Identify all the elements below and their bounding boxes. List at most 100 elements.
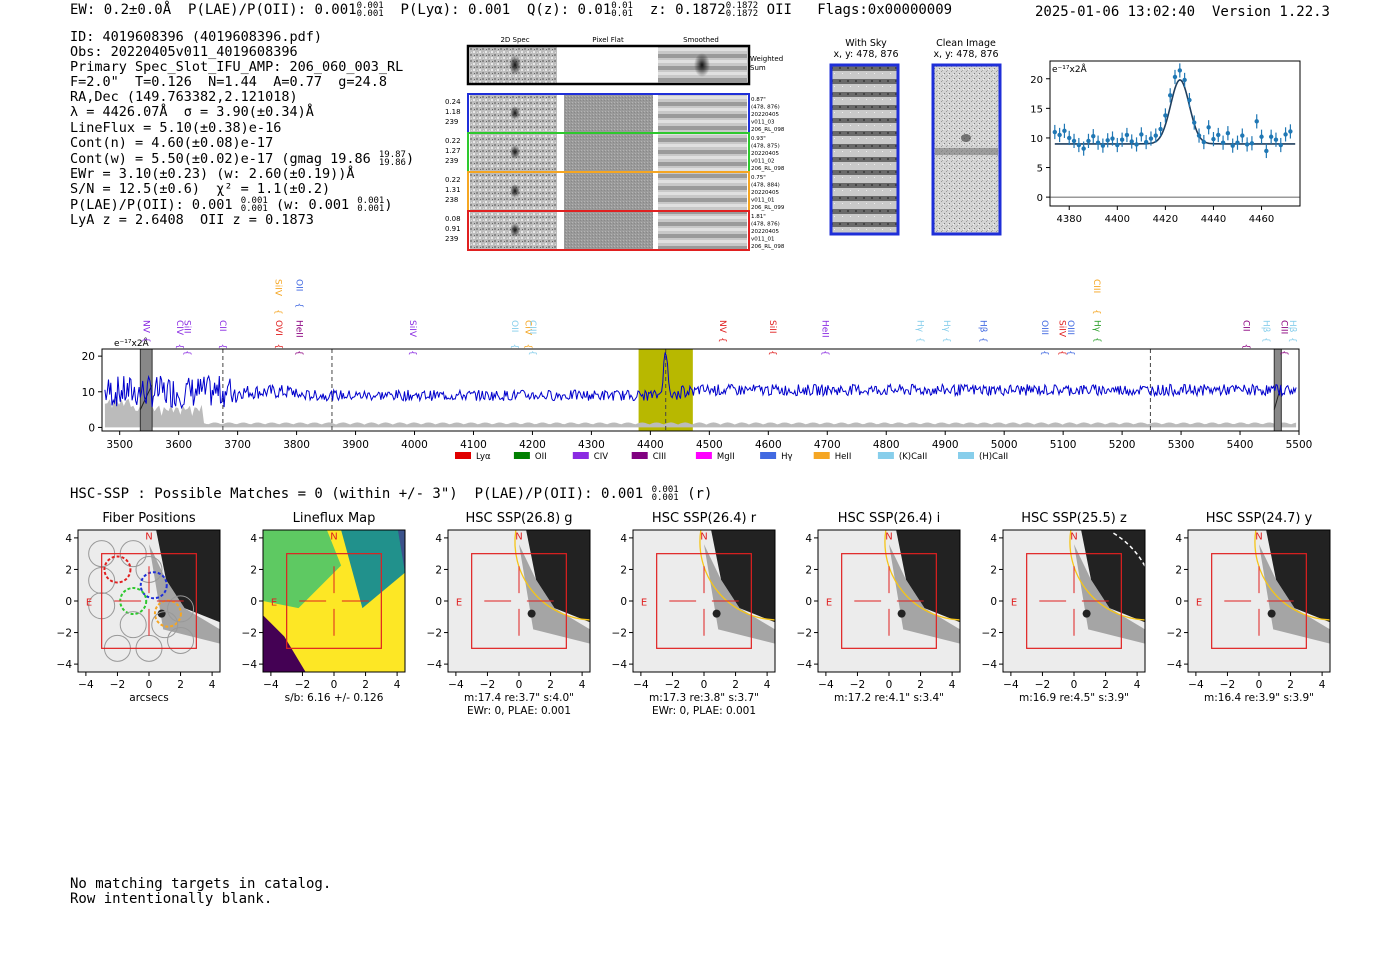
fit-data-point: [1240, 133, 1245, 138]
fit-data-point: [1148, 136, 1154, 141]
panel-xtick-label: 4: [764, 679, 771, 691]
panel-ytick-label: −2: [1167, 628, 1182, 640]
header-timestamp: 2025-01-06 13:02:40: [1034, 4, 1196, 20]
panel-ytick-label: 0: [1175, 596, 1182, 608]
legend-label: HeII: [835, 452, 852, 462]
cutout-right-label: v011_03: [751, 120, 775, 126]
panel-caption-2: EWr: 0, PLAE: 0.001: [652, 705, 756, 717]
cutout-source: [510, 223, 520, 237]
cutout-right-label: v011_02: [751, 159, 775, 165]
spectrum-xtick-label: 5400: [1227, 439, 1254, 451]
cutout-left-label: 0.91: [445, 225, 461, 233]
legend-swatch: [513, 452, 530, 459]
spectrum-xtick-label: 4400: [637, 439, 664, 451]
galaxy-halo: [704, 544, 775, 644]
compass-e: E: [1011, 598, 1017, 609]
emission-line-marker: CIII: [1278, 320, 1288, 334]
panel-xtick-label: −2: [665, 679, 680, 691]
header-summary: EW: 0.2±0.0Å P(LAE)/P(OII): 0.001 0.001 0.…: [70, 2, 952, 19]
spectrum-xtick-label: 4100: [460, 439, 487, 451]
galaxy-halo: [1074, 544, 1145, 644]
emission-line-brace: {: [182, 350, 192, 356]
cutout-flat: [564, 173, 653, 210]
cutout-source: [510, 106, 520, 120]
clean-label: Clean Image: [936, 38, 996, 49]
cutout-right-label: v011_01: [751, 237, 775, 243]
panel-xtick-label: 0: [1071, 679, 1078, 691]
cutout-left-label: 239: [445, 157, 458, 165]
emission-line-marker: CIV: [522, 320, 532, 336]
fit-data-point: [1177, 68, 1183, 73]
fit-ytick-label: 0: [1037, 193, 1043, 204]
emission-line-brace: {: [1057, 350, 1067, 356]
weighted-label: Weighted Sum: [750, 55, 783, 72]
panel-xtick-label: 0: [516, 679, 523, 691]
fit-data-point: [1235, 140, 1240, 145]
panel-ytick-label: 4: [65, 533, 72, 545]
emission-line-marker: CIII: [527, 320, 537, 334]
fit-ytick-label: 20: [1030, 75, 1043, 86]
spectrum-xtick-label: 4600: [755, 439, 782, 451]
fit-data-point: [1134, 142, 1139, 147]
emission-line-brace: {: [1091, 309, 1101, 315]
cutout-right-label: 206_RL_099: [751, 205, 785, 211]
panel-ytick-label: 2: [250, 564, 257, 576]
fit-data-point: [1182, 77, 1187, 83]
search-box: [471, 553, 567, 649]
emission-line-brace: {: [522, 344, 532, 350]
weighted-label-1: Weighted: [750, 55, 783, 63]
emission-line-marker: OVI: [273, 320, 283, 336]
fiber-circle: [167, 595, 195, 623]
emission-line-brace: {: [272, 309, 282, 315]
fit-data-point: [1249, 141, 1255, 146]
fit-data-point: [1225, 131, 1231, 136]
search-box: [841, 553, 937, 649]
emission-line-marker: Hγ: [941, 320, 951, 333]
galaxy-halo: [889, 544, 960, 644]
fit-data-point: [1264, 148, 1269, 154]
cutout-right-label: 0.87": [751, 97, 766, 103]
cutout-source: [510, 184, 520, 198]
legend-label: Lyα: [476, 452, 491, 462]
spectrum-frame: [101, 348, 1300, 432]
emission-line-brace: {: [294, 350, 304, 356]
fit-axes-frame: [1049, 60, 1301, 207]
legend-swatch: [572, 452, 589, 459]
cutout-source: [510, 145, 520, 159]
fit-data-point: [1244, 142, 1250, 147]
hsc-suffix: (r): [687, 486, 713, 502]
fit-xtick-label: 4420: [1153, 214, 1178, 225]
cutout-right-label: 20220405: [751, 112, 779, 118]
panel-caption: s/b: 6.16 +/- 0.126: [285, 692, 384, 704]
panel-caption: m:17.3 re:3.8" s:3.7": [649, 692, 759, 704]
panel-ytick-label: 2: [65, 564, 72, 576]
imaging-panel: HSC SSP(26.4) r N E −4 −4 −2 −2 0 0 2 2 4 4 m:17.3 re…: [612, 511, 776, 717]
cutout-smoothed: [658, 95, 747, 132]
panel-ytick-label: −2: [797, 628, 812, 640]
panel-title: HSC SSP(26.4) i: [838, 511, 940, 526]
fit-data-point: [1091, 133, 1096, 139]
panel-ytick-label: −4: [242, 659, 258, 671]
cutout-left-label: 239: [445, 235, 458, 243]
cutout-right-label: (478, 875): [751, 144, 780, 150]
cutout-flat: [564, 95, 653, 132]
with-sky-image: [829, 63, 900, 236]
sky-spectrum: [104, 398, 1297, 428]
panel-caption: m:17.2 re:4.1" s:3.4": [834, 692, 944, 704]
header-z-line: OII: [766, 2, 792, 18]
panel-caption-2: EWr: 0, PLAE: 0.001: [467, 705, 571, 717]
emission-line-brace: {: [767, 350, 777, 356]
cutout-left-label: 1.18: [445, 108, 461, 116]
lineflux-dark: [263, 615, 306, 672]
fit-data-point: [1268, 134, 1274, 139]
panel-ytick-label: 4: [805, 533, 812, 545]
compact-source: [1267, 609, 1276, 618]
panel-xtick-label: 0: [1256, 679, 1263, 691]
emission-line-brace: {: [914, 337, 924, 343]
imaging-panel: HSC SSP(26.4) i N E −4 −4 −2 −2 0 0 2 2 4 4 m:17.2 re…: [797, 511, 961, 704]
panel-ytick-label: −4: [427, 659, 443, 671]
cutout-right-label: (478, 884): [751, 183, 780, 189]
panel-title: HSC SSP(24.7) y: [1206, 511, 1313, 526]
full-spectrum-plot: 0 10 20 3500 3600 3700 3800 3900 4000 4100 4200 430…: [82, 279, 1313, 462]
